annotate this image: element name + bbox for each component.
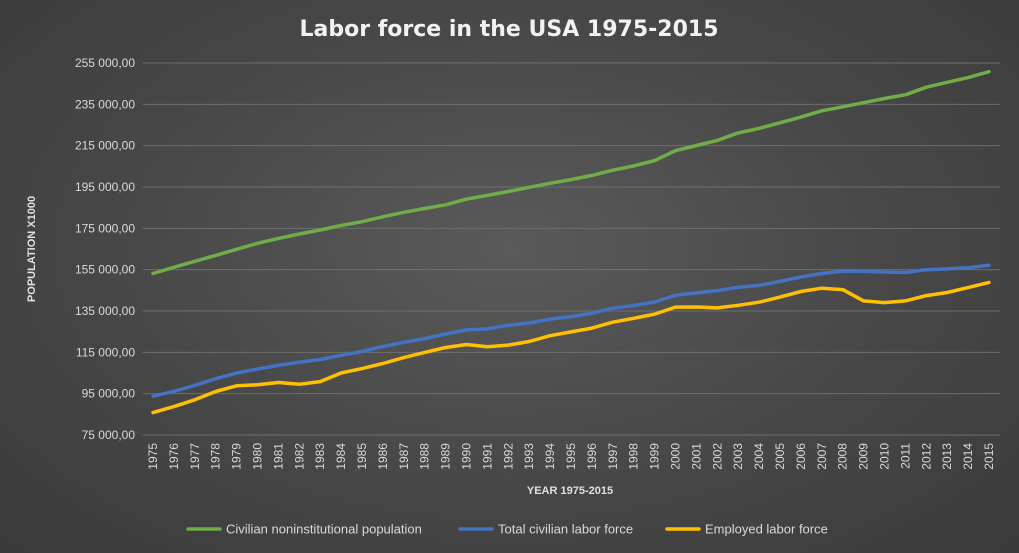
legend-label: Total civilian labor force <box>498 522 633 537</box>
x-tick-label: 2007 <box>815 443 829 470</box>
x-tick-label: 1977 <box>188 443 202 470</box>
x-tick-label: 2010 <box>878 443 892 470</box>
x-tick-label: 2002 <box>710 443 724 470</box>
legend-label: Employed labor force <box>705 522 828 537</box>
legend: Civilian noninstitutional population Tota… <box>186 522 828 537</box>
y-tick-label: 195 000,00 <box>75 180 135 194</box>
chart-title: Labor force in the USA 1975-2015 <box>300 17 719 42</box>
x-tick-label: 1985 <box>355 443 369 470</box>
x-tick-label: 1979 <box>230 443 244 470</box>
x-tick-label: 1986 <box>376 443 390 470</box>
x-tick-label: 1990 <box>460 443 474 470</box>
y-tick-label: 215 000,00 <box>75 139 135 153</box>
x-tick-label: 1984 <box>334 443 348 470</box>
x-tick-labels: 1975 1976 1977 1978 1979 1980 1981 1982 1983 1984… <box>146 443 996 470</box>
y-tick-label: 235 000,00 <box>75 97 135 111</box>
x-tick-label: 1988 <box>418 443 432 470</box>
x-tick-label: 2009 <box>857 443 871 470</box>
x-tick-label: 2011 <box>898 443 912 469</box>
legend-item: Total civilian labor force <box>458 522 633 537</box>
x-tick-label: 1992 <box>501 443 515 470</box>
x-tick-label: 2006 <box>794 443 808 470</box>
legend-item: Civilian noninstitutional population <box>186 522 422 537</box>
x-tick-label: 2003 <box>731 443 745 470</box>
x-tick-label: 2013 <box>940 443 954 470</box>
x-tick-label: 2012 <box>919 443 933 470</box>
x-tick-label: 2000 <box>669 443 683 470</box>
y-tick-label: 175 000,00 <box>75 221 135 235</box>
x-tick-label: 1982 <box>292 443 306 470</box>
y-tick-label: 95 000,00 <box>82 387 136 401</box>
y-tick-label: 115 000,00 <box>76 345 135 359</box>
x-axis-title: YEAR 1975-2015 <box>527 485 613 497</box>
x-tick-label: 1983 <box>313 443 327 470</box>
legend-label: Civilian noninstitutional population <box>226 522 422 537</box>
x-tick-label: 1980 <box>251 443 265 470</box>
y-tick-label: 135 000,00 <box>75 304 135 318</box>
x-tick-label: 1994 <box>543 443 557 470</box>
x-tick-label: 1999 <box>648 443 662 470</box>
x-tick-label: 2014 <box>961 443 975 470</box>
series-line <box>151 69 991 276</box>
x-tick-label: 1978 <box>209 443 223 470</box>
series-line <box>151 280 991 415</box>
x-tick-label: 1991 <box>480 443 494 470</box>
y-tick-labels: 75 000,00 95 000,00 115 000,00 135 000,00 15… <box>75 56 135 442</box>
x-tick-label: 1997 <box>606 443 620 470</box>
x-tick-label: 2001 <box>689 443 703 470</box>
x-tick-label: 1995 <box>564 443 578 470</box>
legend-item: Employed labor force <box>665 522 828 537</box>
y-tick-label: 155 000,00 <box>75 263 135 277</box>
x-tick-label: 1989 <box>439 443 453 470</box>
gridlines <box>143 62 1000 436</box>
x-tick-label: 2004 <box>752 443 766 470</box>
x-tick-label: 1996 <box>585 443 599 470</box>
x-tick-label: 1981 <box>271 443 285 470</box>
series-line <box>151 263 991 398</box>
y-axis-title: POPULATION X1000 <box>26 196 38 302</box>
x-tick-label: 2008 <box>836 443 850 470</box>
x-tick-label: 1998 <box>627 443 641 470</box>
y-tick-label: 75 000,00 <box>82 428 136 442</box>
x-tick-label: 1987 <box>397 443 411 470</box>
x-tick-label: 1976 <box>167 443 181 470</box>
y-tick-label: 255 000,00 <box>75 56 135 70</box>
series-lines <box>151 69 991 415</box>
x-tick-label: 1975 <box>146 443 160 470</box>
x-tick-label: 2005 <box>773 443 787 470</box>
x-tick-label: 2015 <box>982 443 996 470</box>
x-tick-label: 1993 <box>522 443 536 470</box>
